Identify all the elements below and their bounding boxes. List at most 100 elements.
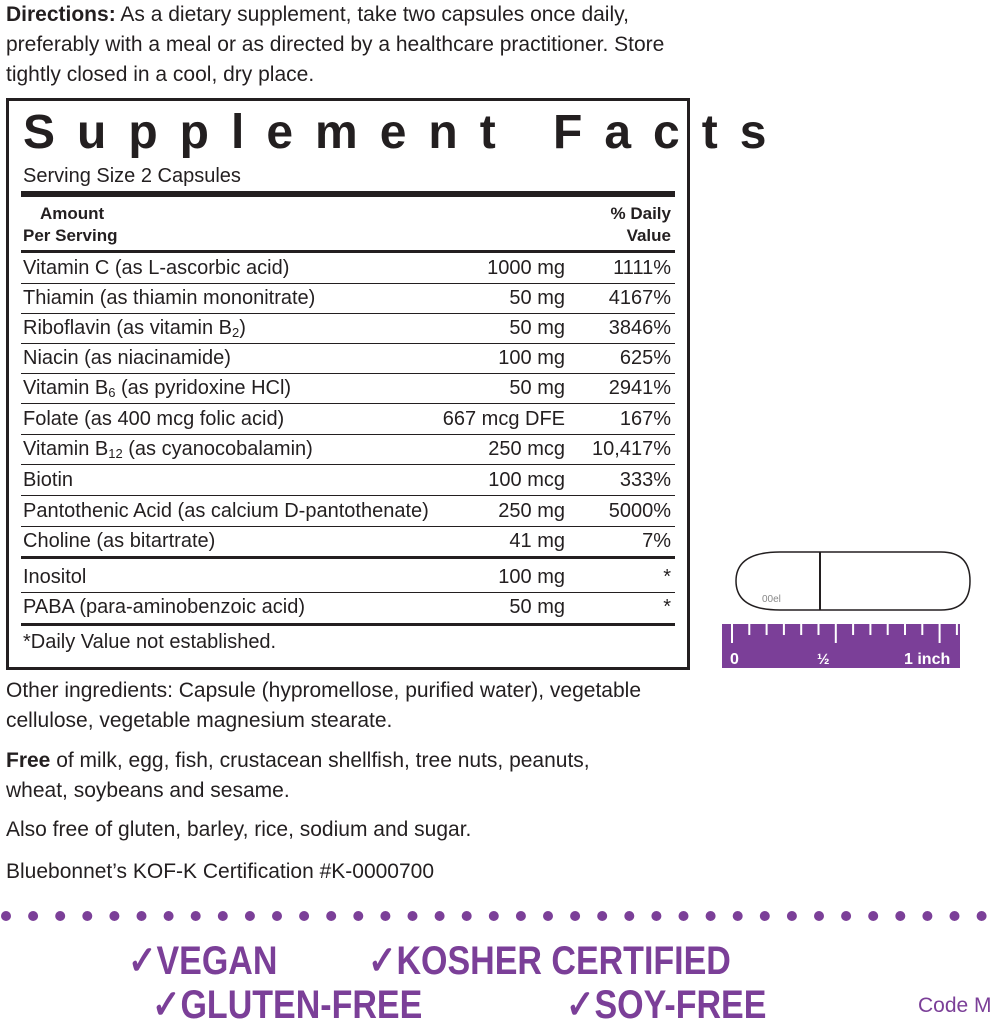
divider [21,623,675,626]
nutrient-name: Vitamin B6 (as pyridoxine HCl) [23,377,292,400]
nutrient-row: PABA (para-aminobenzoic acid) 50 mg * [21,592,675,622]
divider-dot [82,911,93,921]
divider-dot [1,911,11,921]
footnote: *Daily Value not established. [23,631,277,653]
product-code: Code M [918,994,992,1017]
nutrient-amount: 50 mg [509,596,565,618]
allergen-free: Free of milk, egg, fish, crustacean shel… [6,746,646,806]
divider-dot [136,911,147,921]
divider-dot [732,911,743,921]
divider-dot [461,911,472,921]
nutrient-row: Biotin 100 mcg 333% [21,465,675,496]
divider-dot [868,911,879,921]
nutrient-dv: 10,417% [592,438,671,460]
nutrient-name: Pantothenic Acid (as calcium D-pantothen… [23,500,429,522]
divider-dot [28,911,39,921]
nutrient-dv: 167% [619,408,671,430]
nutrient-amount: 100 mcg [488,469,565,491]
divider-dot [841,911,852,921]
divider-dot [976,911,987,921]
nutrient-amount: 100 mg [498,347,565,369]
nutrient-row: Vitamin B6 (as pyridoxine HCl) 50 mg 2941% [21,373,675,404]
claim-kosher: ✓KOSHER CERTIFIED [368,939,731,983]
divider-dot [570,911,581,921]
nutrient-dv: 625% [619,347,671,369]
directions-text: As a dietary supplement, take two capsul… [6,3,665,86]
divider-dot [55,911,66,921]
divider-dot [163,911,174,921]
nutrient-amount: 41 mg [509,530,565,552]
divider-dot [299,911,310,921]
divider-dot [488,911,499,921]
nutrient-amount: 667 mcg DFE [442,408,565,430]
divider-dot [272,911,282,921]
dv-header: % Daily Value [611,203,671,247]
divider-dot [109,911,120,921]
divider-dot [705,911,716,921]
divider [21,250,675,253]
divider-dot [244,911,255,921]
amount-header-text: Amount [40,204,105,223]
directions: Directions: As a dietary supplement, tak… [6,0,696,90]
nutrient-dv: 1111% [613,257,671,279]
nutrient-row: Vitamin B12 (as cyanocobalamin) 250 mcg 10… [21,434,675,465]
nutrient-row: Pantothenic Acid (as calcium D-pantothen… [21,496,675,527]
divider-dot [190,911,201,921]
claim-soy-free: ✓SOY-FREE [566,983,767,1027]
nutrient-row: Inositol 100 mg * [21,562,675,593]
serving-size: Serving Size 2 Capsules [23,165,241,187]
claim-vegan: ✓VEGAN [128,939,278,983]
ruler-ticks [731,624,958,643]
dotted-divider [1,911,987,921]
divider-dot [543,911,553,921]
supplement-facts-panel: Supplement Facts Serving Size 2 Capsules… [6,98,766,670]
nutrient-amount: 50 mg [509,287,565,309]
nutrient-amount: 250 mg [498,500,565,522]
nutrient-row: Vitamin C (as L-ascorbic acid) 1000 mg 111… [21,253,675,284]
nutrient-dv: 3846% [608,317,671,339]
divider-dot [326,911,337,921]
nutrient-amount: 50 mg [509,317,565,339]
nutrient-name: PABA (para-aminobenzoic acid) [23,596,305,618]
divider-dot [759,911,770,921]
divider-dot [814,911,824,921]
divider [21,556,675,559]
amount-header: Amount [40,203,104,225]
nutrient-name: Vitamin C (as L-ascorbic acid) [23,257,290,279]
nutrient-amount: 1000 mg [487,257,565,279]
nutrient-name: Biotin [23,469,74,491]
nutrient-amount: 50 mg [509,377,565,399]
dv-header-text: % Daily [610,204,671,223]
amount-header-2: Per Serving [23,225,118,247]
nutrient-dv: * [663,566,671,588]
nutrient-amount: 100 mg [498,566,565,588]
divider-dot [922,911,933,921]
nutrient-name: Riboflavin (as vitamin B2) [23,317,246,340]
ruler-label-half: ½ [817,651,830,668]
divider-dot [786,911,797,921]
divider-dot [678,911,689,921]
free-text: of milk, egg, fish, crustacean shellfish… [6,749,590,802]
nutrient-dv: 2941% [608,377,671,399]
ruler-label-0: 0 [730,651,739,668]
nutrient-dv: 4167% [608,287,671,309]
divider-dot [217,911,228,921]
dv-header-text-2: Value [626,226,671,245]
claim-gluten-free: ✓GLUTEN-FREE [152,983,423,1027]
free-label: Free [6,749,51,772]
divider-dot [624,911,635,921]
divider-dot [949,911,960,921]
also-free: Also free of gluten, barley, rice, sodiu… [6,818,472,841]
divider-dot [434,911,445,921]
amount-header-text-2: Per Serving [23,226,118,245]
certification: Bluebonnet’s KOF-K Certification #K-0000… [6,860,435,883]
divider-dot [651,911,662,921]
nutrient-dv: * [663,596,671,618]
nutrient-name: Vitamin B12 (as cyanocobalamin) [23,438,313,461]
divider-dot [597,911,608,921]
nutrient-row: Niacin (as niacinamide) 100 mg 625% [21,343,675,374]
nutrient-dv: 333% [619,469,671,491]
capsule-size-ruler: 00el 0 ½ 1 inch [722,551,971,668]
nutrient-row: Thiamin (as thiamin mononitrate) 50 mg 416… [21,283,675,314]
nutrient-amount: 250 mcg [488,438,565,460]
